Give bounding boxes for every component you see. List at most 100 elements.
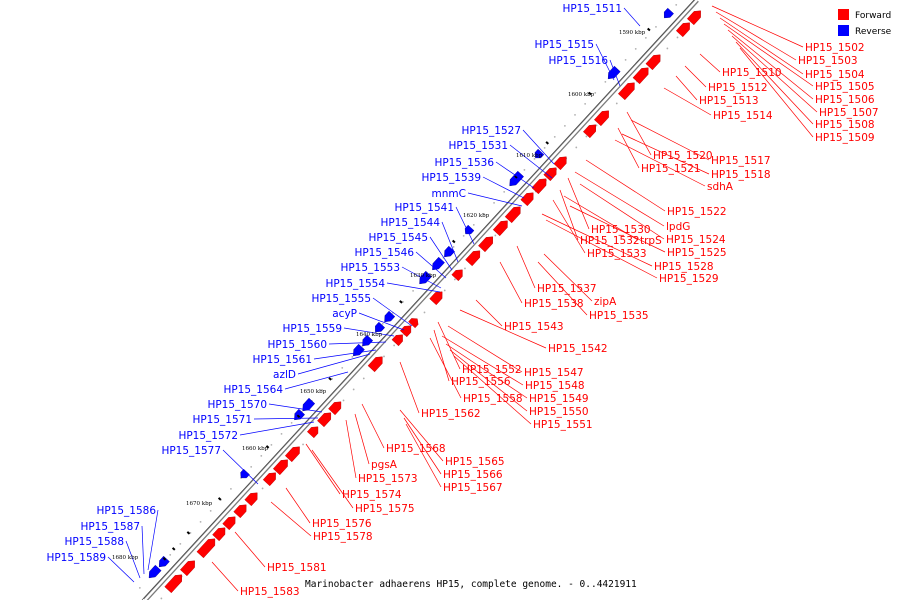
gene-label-hp15-1528: HP15_1528 bbox=[654, 261, 714, 273]
minor-marker bbox=[321, 388, 323, 391]
gene-label-hp15-1527: HP15_1527 bbox=[461, 125, 521, 137]
kbp-tick-label: 1670 kbp bbox=[186, 501, 213, 507]
minor-marker bbox=[464, 267, 466, 270]
gene-arrow bbox=[520, 192, 534, 207]
leader-line bbox=[125, 540, 141, 579]
minor-marker bbox=[595, 124, 598, 127]
minor-marker bbox=[351, 355, 354, 358]
minor-marker bbox=[261, 487, 264, 490]
leader-line bbox=[543, 253, 593, 302]
leader-line bbox=[361, 403, 385, 449]
gene-label-hp15-1502: HP15_1502 bbox=[805, 42, 865, 54]
gene-arrow bbox=[632, 67, 649, 85]
gene-arrow bbox=[543, 167, 557, 182]
leader-line bbox=[626, 111, 652, 156]
leader-line bbox=[449, 349, 528, 412]
leader-line bbox=[147, 509, 159, 571]
minor-marker bbox=[230, 487, 232, 490]
minor-marker bbox=[452, 245, 455, 248]
gene-label-hp15-1588: HP15_1588 bbox=[64, 536, 124, 548]
minor-marker bbox=[543, 146, 546, 149]
minor-marker bbox=[423, 311, 426, 314]
gene-arrow bbox=[664, 7, 674, 19]
kbp-tick-label: 1640 kbp bbox=[356, 332, 383, 338]
tick-mark bbox=[162, 557, 167, 561]
leader-line bbox=[313, 349, 377, 360]
gene-arrow bbox=[675, 22, 690, 38]
minor-marker bbox=[260, 454, 263, 457]
kbp-tick-label: 1610 kbp bbox=[516, 153, 543, 159]
gene-arrow bbox=[272, 459, 288, 476]
leader-line bbox=[614, 139, 706, 187]
gene-arrow bbox=[465, 250, 481, 267]
leader-line bbox=[541, 213, 653, 267]
legend-label-forward: Forward bbox=[855, 11, 891, 21]
gene-label-hp15-1520: HP15_1520 bbox=[653, 150, 713, 162]
gene-arrow bbox=[367, 356, 383, 373]
gene-label-hp15-1553: HP15_1553 bbox=[340, 262, 400, 274]
gene-label-hp15-1538: HP15_1538 bbox=[524, 298, 584, 310]
minor-marker bbox=[675, 3, 678, 6]
gene-label-hp15-1518: HP15_1518 bbox=[711, 169, 771, 181]
gene-label-hp15-1539: HP15_1539 bbox=[421, 172, 481, 184]
gene-arrow bbox=[444, 245, 455, 258]
gene-label-hp15-1510: HP15_1510 bbox=[722, 67, 782, 79]
gene-label-trps: trpS bbox=[640, 235, 662, 247]
gene-arrow bbox=[509, 170, 524, 187]
leader-line bbox=[731, 35, 818, 113]
leader-line bbox=[354, 413, 370, 465]
leader-line bbox=[585, 159, 666, 212]
leader-line bbox=[715, 11, 797, 61]
gene-label-hp15-1576: HP15_1576 bbox=[312, 518, 372, 530]
minor-marker bbox=[453, 278, 456, 281]
gene-label-hp15-1583: HP15_1583 bbox=[240, 586, 300, 598]
gene-label-hp15-1545: HP15_1545 bbox=[368, 232, 428, 244]
gene-label-hp15-1550: HP15_1550 bbox=[529, 406, 589, 418]
legend-label-reverse: Reverse bbox=[855, 27, 892, 37]
gene-label-hp15-1517: HP15_1517 bbox=[711, 155, 771, 167]
minor-marker bbox=[666, 47, 669, 50]
leader-line bbox=[399, 409, 444, 462]
kbp-tick-label: 1650 kbp bbox=[300, 389, 327, 395]
leader-line bbox=[455, 206, 475, 245]
gene-label-hp15-1564: HP15_1564 bbox=[223, 384, 283, 396]
leader-line bbox=[475, 299, 503, 327]
minor-marker bbox=[352, 388, 355, 391]
minor-marker bbox=[615, 102, 618, 105]
leader-line bbox=[499, 261, 523, 304]
leader-line bbox=[429, 337, 462, 399]
gene-label-hp15-1512: HP15_1512 bbox=[708, 82, 768, 94]
kbp-tick-label: 1600 kbp bbox=[568, 92, 595, 98]
leader-line bbox=[284, 371, 349, 390]
minor-marker bbox=[503, 190, 506, 193]
gene-label-hp15-1575: HP15_1575 bbox=[355, 503, 415, 515]
gene-arrow bbox=[583, 124, 597, 139]
kbp-tick-label: 1660 kbp bbox=[242, 446, 269, 452]
leader-line bbox=[459, 309, 547, 349]
leader-line bbox=[559, 189, 579, 241]
tick-mark bbox=[647, 27, 651, 32]
gene-label-hp15-1541: HP15_1541 bbox=[394, 202, 454, 214]
gene-label-hp15-1562: HP15_1562 bbox=[421, 408, 481, 420]
gene-arrow bbox=[686, 10, 701, 26]
gene-label-hp15-1542: HP15_1542 bbox=[548, 343, 608, 355]
gene-label-hp15-1521: HP15_1521 bbox=[641, 163, 701, 175]
gene-label-hp15-1511: HP15_1511 bbox=[562, 3, 622, 15]
leader-line bbox=[345, 419, 357, 479]
gene-label-hp15-1559: HP15_1559 bbox=[282, 323, 342, 335]
backbone-edge bbox=[141, 0, 695, 600]
minor-marker bbox=[381, 322, 384, 325]
gene-arrow bbox=[317, 412, 332, 428]
tick-mark bbox=[186, 531, 191, 535]
gene-label-hp15-1561: HP15_1561 bbox=[252, 354, 312, 366]
gene-label-hp15-1565: HP15_1565 bbox=[445, 456, 505, 468]
leader-line bbox=[437, 321, 461, 370]
leader-line bbox=[574, 171, 665, 227]
gene-arrow bbox=[534, 148, 545, 159]
leader-line bbox=[739, 47, 814, 138]
minor-marker bbox=[604, 80, 607, 83]
gene-label-hp15-1547: HP15_1547 bbox=[524, 367, 584, 379]
leader-line bbox=[211, 561, 239, 592]
gene-label-hp15-1560: HP15_1560 bbox=[267, 339, 327, 351]
